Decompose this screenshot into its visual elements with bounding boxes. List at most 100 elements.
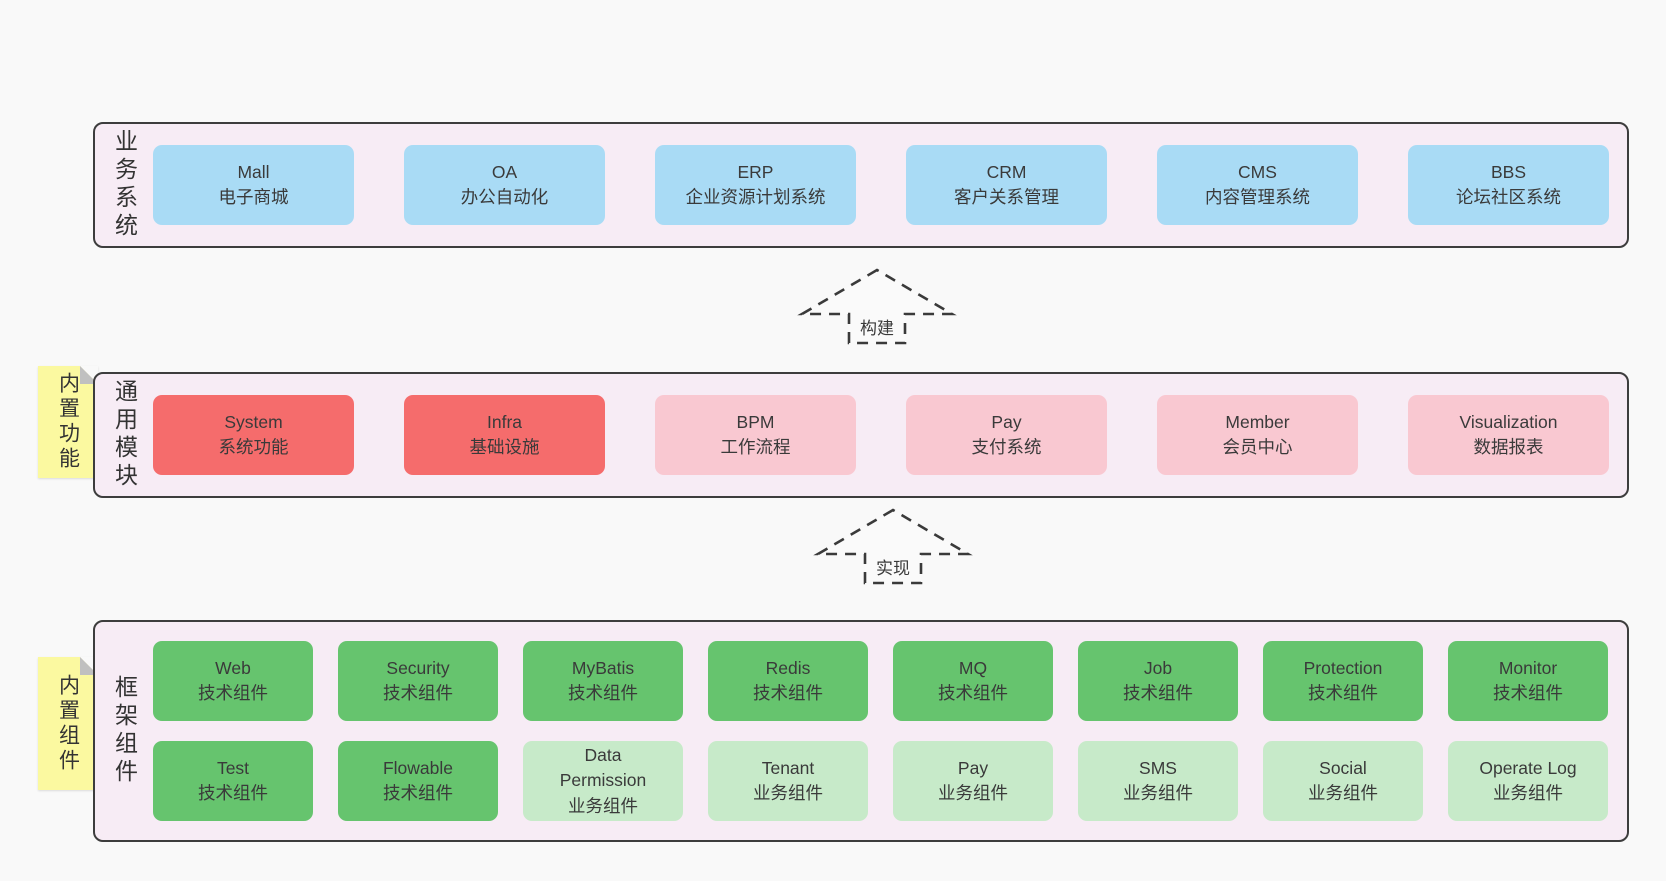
box-subtitle: 技术组件	[753, 683, 823, 703]
box-title: Flowable	[382, 757, 454, 778]
box-subtitle: 业务组件	[1123, 783, 1193, 803]
sticky-note-label: 内置功能	[56, 372, 80, 472]
box-subtitle: 技术组件	[198, 683, 268, 703]
arrow-build-label: 构建	[855, 314, 899, 339]
box-title: Mall	[237, 161, 270, 182]
box-flowable: Flowable 技术组件	[338, 741, 498, 821]
box-subtitle: 支付系统	[971, 437, 1042, 457]
box-subtitle: 电子商城	[218, 187, 289, 207]
box-title: Test	[216, 757, 250, 778]
box-web: Web 技术组件	[153, 641, 313, 721]
box-subtitle: 系统功能	[218, 437, 289, 457]
box-subtitle: 业务组件	[568, 795, 638, 816]
box-title: Operate Log	[1479, 757, 1577, 778]
box-redis: Redis 技术组件	[708, 641, 868, 721]
box-social: Social 业务组件	[1263, 741, 1423, 821]
box-mq: MQ 技术组件	[893, 641, 1053, 721]
box-subtitle: 论坛社区系统	[1456, 187, 1561, 207]
layer-business-systems: 业务系统 Mall 电子商城 OA 办公自动化 ERP 企业资源计划系统 CRM…	[93, 122, 1629, 248]
layer-label-business-systems: 业务系统	[95, 124, 153, 246]
arrow-build: 构建	[792, 266, 962, 346]
layer-title: 通用模块	[111, 379, 138, 491]
arrow-implement: 实现	[808, 506, 978, 586]
box-infra: Infra 基础设施	[404, 395, 605, 475]
box-monitor: Monitor 技术组件	[1448, 641, 1608, 721]
box-subtitle: 内容管理系统	[1205, 187, 1310, 207]
layer-label-common-modules: 通用模块	[95, 374, 153, 496]
box-subtitle: 基础设施	[469, 437, 540, 457]
box-title: Member	[1225, 411, 1290, 432]
box-subtitle: 企业资源计划系统	[685, 187, 826, 207]
box-data-permission: Data Permission 业务组件	[523, 741, 683, 821]
box-cms: CMS 内容管理系统	[1157, 145, 1358, 225]
box-mybatis: MyBatis 技术组件	[523, 641, 683, 721]
box-title: Pay	[957, 757, 989, 778]
box-title: Redis	[765, 657, 811, 678]
box-security: Security 技术组件	[338, 641, 498, 721]
sticky-note-built-in-features: 内置功能	[38, 366, 98, 478]
box-title: SMS	[1139, 757, 1177, 778]
box-subtitle: 工作流程	[720, 437, 791, 457]
box-erp: ERP 企业资源计划系统	[655, 145, 856, 225]
dashed-up-arrow-icon	[813, 508, 973, 585]
box-pay-component: Pay 业务组件	[893, 741, 1053, 821]
box-title: Monitor	[1498, 657, 1558, 678]
box-subtitle: 业务组件	[753, 783, 823, 803]
box-title: MyBatis	[571, 657, 635, 678]
box-bbs: BBS 论坛社区系统	[1408, 145, 1609, 225]
box-subtitle: 业务组件	[1308, 783, 1378, 803]
common-modules-boxes: System 系统功能 Infra 基础设施 BPM 工作流程 Pay 支付系统…	[153, 374, 1627, 496]
arrow-implement-label: 实现	[871, 554, 915, 579]
box-title: CMS	[1238, 161, 1277, 182]
box-title: Visualization	[1459, 411, 1558, 432]
box-title: Security	[386, 657, 450, 678]
sticky-note-built-in-components: 内置组件	[38, 657, 98, 790]
box-bpm: BPM 工作流程	[655, 395, 856, 475]
box-title: CRM	[986, 161, 1027, 182]
box-member: Member 会员中心	[1157, 395, 1358, 475]
layer-label-framework-components: 框架组件	[95, 622, 153, 840]
box-title: Data Permission	[559, 744, 647, 791]
box-subtitle: 客户关系管理	[954, 187, 1059, 207]
sticky-note-label: 内置组件	[56, 673, 80, 774]
box-operate-log: Operate Log 业务组件	[1448, 741, 1608, 821]
box-subtitle: 技术组件	[1123, 683, 1193, 703]
box-subtitle: 技术组件	[1308, 683, 1378, 703]
box-subtitle: 办公自动化	[460, 187, 549, 207]
box-subtitle: 业务组件	[938, 783, 1008, 803]
layer-common-modules: 通用模块 System 系统功能 Infra 基础设施 BPM 工作流程 Pay…	[93, 372, 1629, 498]
box-title: Job	[1143, 657, 1173, 678]
box-title: Infra	[486, 411, 523, 432]
box-subtitle: 技术组件	[1493, 683, 1563, 703]
box-subtitle: 技术组件	[198, 783, 268, 803]
box-title: OA	[491, 161, 518, 182]
box-title: ERP	[737, 161, 774, 182]
box-subtitle: 技术组件	[568, 683, 638, 703]
box-title: BBS	[1490, 161, 1527, 182]
box-subtitle: 技术组件	[383, 783, 453, 803]
box-title: System	[224, 411, 283, 432]
box-subtitle: 技术组件	[938, 683, 1008, 703]
framework-components-boxes: Web 技术组件 Security 技术组件 MyBatis 技术组件 Redi…	[153, 622, 1627, 840]
box-oa: OA 办公自动化	[404, 145, 605, 225]
box-subtitle: 数据报表	[1473, 437, 1544, 457]
box-title: Web	[215, 657, 251, 678]
box-subtitle: 业务组件	[1493, 783, 1563, 803]
box-crm: CRM 客户关系管理	[906, 145, 1107, 225]
layer-framework-components: 框架组件 Web 技术组件 Security 技术组件 MyBatis 技术组件…	[93, 620, 1629, 842]
box-visualization: Visualization 数据报表	[1408, 395, 1609, 475]
box-sms: SMS 业务组件	[1078, 741, 1238, 821]
box-subtitle: 技术组件	[383, 683, 453, 703]
box-title: MQ	[958, 657, 988, 678]
box-protection: Protection 技术组件	[1263, 641, 1423, 721]
box-title: Pay	[991, 411, 1022, 432]
dashed-up-arrow-icon	[797, 268, 957, 345]
box-title: Tenant	[761, 757, 815, 778]
box-tenant: Tenant 业务组件	[708, 741, 868, 821]
layer-title: 框架组件	[111, 675, 138, 787]
box-pay-module: Pay 支付系统	[906, 395, 1107, 475]
box-test: Test 技术组件	[153, 741, 313, 821]
box-mall: Mall 电子商城	[153, 145, 354, 225]
box-title: BPM	[736, 411, 775, 432]
box-job: Job 技术组件	[1078, 641, 1238, 721]
